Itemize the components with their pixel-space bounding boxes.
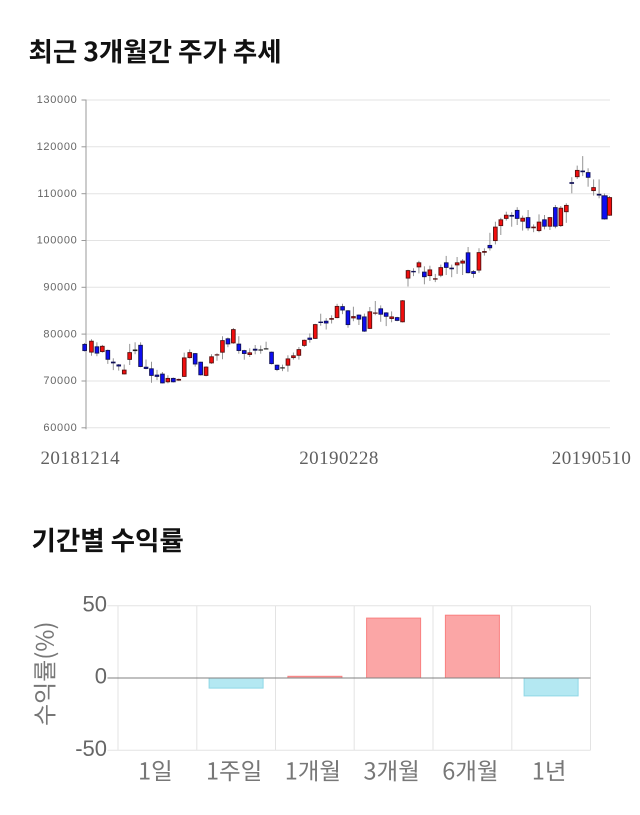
svg-text:0: 0 xyxy=(95,664,107,689)
svg-text:20181214: 20181214 xyxy=(40,448,120,469)
svg-text:100000: 100000 xyxy=(37,235,78,247)
svg-text:120000: 120000 xyxy=(37,141,78,153)
svg-text:110000: 110000 xyxy=(37,188,77,200)
svg-text:60000: 60000 xyxy=(43,422,77,434)
svg-text:90000: 90000 xyxy=(43,282,77,294)
svg-text:70000: 70000 xyxy=(43,375,77,387)
svg-text:20190228: 20190228 xyxy=(299,448,379,469)
svg-text:-50: -50 xyxy=(75,736,107,761)
svg-text:80000: 80000 xyxy=(43,328,77,340)
svg-text:130000: 130000 xyxy=(37,94,78,106)
svg-text:20190510: 20190510 xyxy=(552,448,632,469)
svg-text:50: 50 xyxy=(83,591,107,616)
